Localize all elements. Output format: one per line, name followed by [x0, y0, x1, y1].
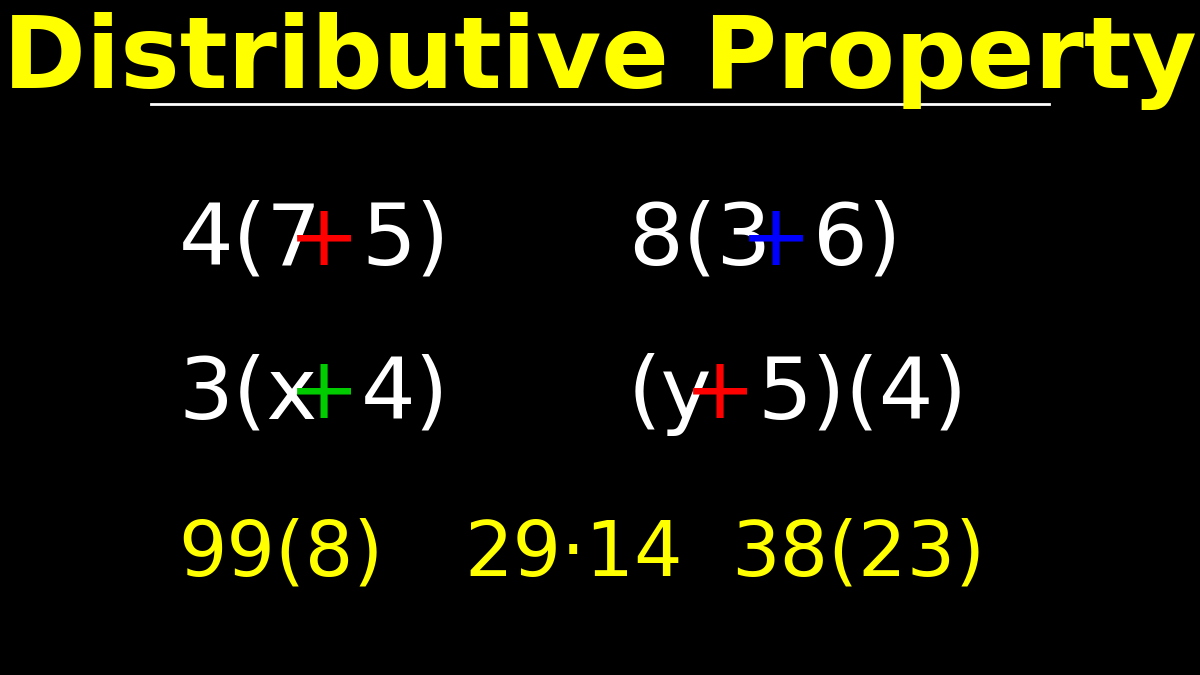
Text: 6): 6)	[814, 200, 901, 283]
Text: +: +	[288, 200, 360, 283]
Text: +: +	[740, 200, 812, 283]
Text: 3(x: 3(x	[179, 353, 318, 436]
Text: +: +	[684, 353, 756, 436]
Text: 4): 4)	[361, 353, 450, 436]
Text: 5)(4): 5)(4)	[757, 353, 967, 436]
Text: 99(8): 99(8)	[179, 518, 384, 592]
Text: Distributive Property: Distributive Property	[4, 12, 1196, 110]
Text: +: +	[288, 353, 360, 436]
Text: 38(23): 38(23)	[731, 518, 985, 592]
Text: 8(3: 8(3	[628, 200, 772, 283]
Text: 5): 5)	[361, 200, 450, 283]
Text: 29·14: 29·14	[464, 518, 683, 592]
Text: (y: (y	[628, 353, 713, 436]
Text: 4(7: 4(7	[179, 200, 322, 283]
